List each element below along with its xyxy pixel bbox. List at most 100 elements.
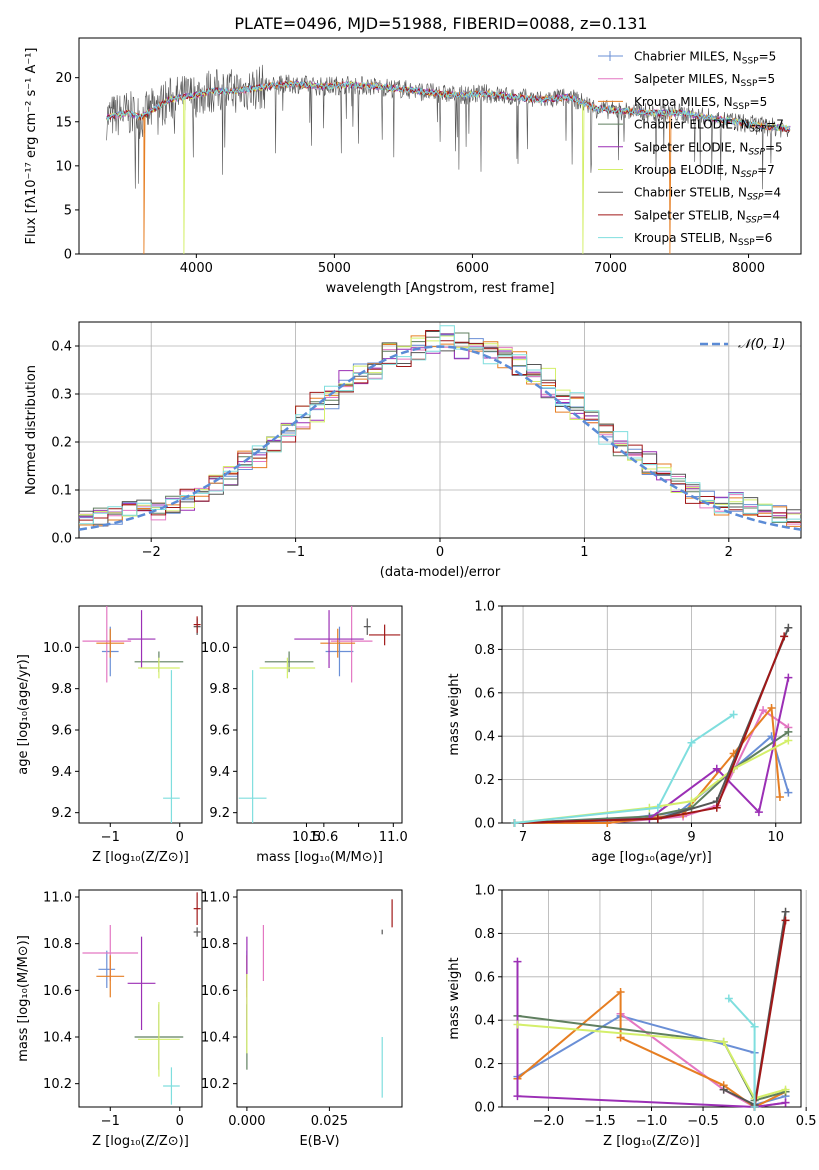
y-tick-label: 20 <box>55 71 72 86</box>
errorbar-point <box>320 628 356 658</box>
x-tick-label: 2 <box>725 545 733 560</box>
errorbar-point <box>82 606 132 683</box>
errorbar-points <box>82 892 201 1105</box>
legend-label: 𝒩(0, 1) <box>738 337 785 352</box>
x-tick-label: 5000 <box>318 261 351 276</box>
y-tick-label: 0.0 <box>51 532 72 547</box>
x-tick-label: 11.0 <box>379 830 408 845</box>
weight-marker <box>687 738 696 747</box>
y-tick-label: 0.1 <box>51 484 72 499</box>
legend-count: =7 <box>766 118 784 132</box>
y-tick-label: 9.2 <box>209 806 230 821</box>
legend-count: =7 <box>757 163 775 177</box>
x-tick-label: 9 <box>687 830 695 845</box>
y-tick-label: 0.8 <box>474 927 495 942</box>
errorbar-point <box>330 606 373 683</box>
axes-frame <box>78 889 203 1108</box>
x-tick-label: 0 <box>436 545 444 560</box>
x-tick-label: 8000 <box>732 261 765 276</box>
legend-subscript: SSP <box>746 215 763 225</box>
y-tick-label: 0.0 <box>474 1101 495 1116</box>
errorbar-points <box>82 606 201 823</box>
legend-subscript: SSP <box>748 147 765 157</box>
x-axis-label: mass [log₁₀(M/M⊙)] <box>256 850 383 865</box>
errorbar-point <box>264 651 314 673</box>
mass-vs-metallicity-panel: −1 0 10.2 10.4 10.6 10.8 11.0 Z [log₁₀(Z/Z⊙)] ma… <box>16 889 203 1149</box>
y-tick-label: 9.2 <box>51 806 72 821</box>
x-tick-label: −2.0 <box>533 1114 565 1129</box>
legend-label: Chabrier ELODIE, NSSP=7 <box>634 118 784 135</box>
weight-series-kroupa-stelib <box>724 994 759 1111</box>
weight-series-salpeter-elodie <box>510 673 793 827</box>
x-tick-label: 0.025 <box>311 1114 348 1129</box>
y-tick-label: 0.2 <box>474 773 495 788</box>
legend-label: Chabrier MILES, NSSP=5 <box>634 50 776 67</box>
y-tick-label: 10.0 <box>43 641 72 656</box>
weight-marker <box>767 703 776 712</box>
x-axis-label: Z [log₁₀(Z/Z⊙)] <box>92 850 189 865</box>
weight-marker <box>510 819 519 827</box>
weight-line <box>516 989 786 1109</box>
legend-label: Salpeter ELODIE, NSSP=5 <box>634 140 783 157</box>
y-tick-label: 10.8 <box>43 937 72 952</box>
y-tick-label: 10.0 <box>201 641 230 656</box>
x-tick-label: −1 <box>101 830 120 845</box>
weight-marker <box>780 632 789 641</box>
y-axis-label: Normed distribution <box>24 365 39 495</box>
y-tick-label: 0.8 <box>474 643 495 658</box>
y-tick-label: 9.8 <box>209 682 230 697</box>
weight-marker <box>513 1092 522 1101</box>
x-tick-label: 6000 <box>456 261 489 276</box>
weight-marker <box>712 803 721 812</box>
x-tick-label: 0.000 <box>228 1114 265 1129</box>
errorbar-point <box>98 950 116 988</box>
y-axis-label: mass [log₁₀(M/M⊙)] <box>16 935 31 1062</box>
errorbar-point <box>363 618 371 635</box>
y-axis-label: mass weight <box>447 673 462 755</box>
weight-line <box>514 713 735 824</box>
errorbar-point <box>325 626 354 677</box>
weight-marker <box>729 710 738 719</box>
legend-count: =5 <box>750 95 768 109</box>
errorbar-point <box>193 927 201 937</box>
legend-subscript: SSP <box>741 79 758 89</box>
y-tick-label: 10.8 <box>201 937 230 952</box>
mass-vs-ebv-panel: 0.000 0.025 10.2 10.4 10.6 10.8 11.0 E(B-V) <box>201 889 403 1149</box>
y-tick-label: 9.6 <box>209 724 230 739</box>
axes-frame <box>78 605 203 824</box>
y-tick-label: 10.2 <box>43 1077 72 1092</box>
x-axis-label: wavelength [Angstrom, rest frame] <box>326 281 555 296</box>
weight-marker <box>775 792 784 801</box>
axes-frame <box>78 37 802 255</box>
x-tick-label: −1 <box>101 1114 120 1129</box>
x-axis-label: (data-model)/error <box>380 565 501 580</box>
histogram-steps <box>79 325 801 531</box>
errorbar-points <box>238 606 401 823</box>
axes-frame <box>236 889 403 1108</box>
legend-subscript: SSP <box>741 170 758 180</box>
weight-marker <box>616 1033 625 1042</box>
legend-count: =5 <box>757 72 775 86</box>
weight-series-chabrier-elodie <box>510 727 793 827</box>
legend-count: =5 <box>759 50 777 64</box>
x-tick-label: 0 <box>176 1114 184 1129</box>
y-tick-label: 5 <box>64 203 72 218</box>
legend-count: =6 <box>755 231 773 245</box>
weight-marker <box>750 1022 759 1031</box>
weight-marker <box>653 803 662 812</box>
errorbar-point <box>369 624 401 646</box>
y-tick-label: 0.4 <box>474 1014 495 1029</box>
y-axis-label: Flux [fλ10⁻¹⁷ erg cm⁻² s⁻¹ A⁻¹] <box>24 48 39 245</box>
age-vs-mass-panel: 10.510.6 11.0 9.2 9.4 9.6 9.8 10.0 mass [log₁₀(… <box>201 605 408 865</box>
errorbar-point <box>193 892 201 925</box>
errorbar-point <box>127 610 156 668</box>
errorbar-point <box>163 670 180 823</box>
x-tick-label: 0 <box>176 830 184 845</box>
y-tick-label: 0.4 <box>474 730 495 745</box>
y-tick-label: 11.0 <box>201 891 230 906</box>
y-tick-label: 11.0 <box>43 891 72 906</box>
y-tick-label: 10 <box>55 159 72 174</box>
legend-label: Salpeter STELIB, NSSP=4 <box>634 208 780 225</box>
weight-marker <box>784 736 793 745</box>
weight-marker <box>784 788 793 797</box>
